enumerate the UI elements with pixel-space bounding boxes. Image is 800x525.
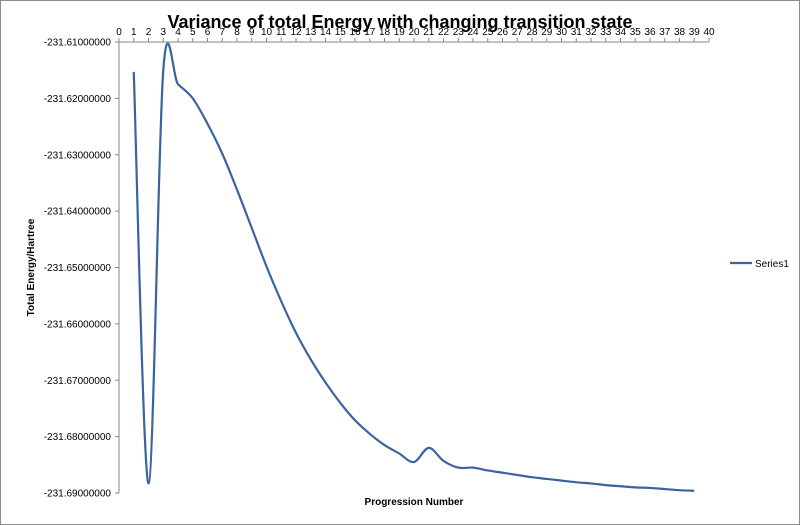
x-tick-label: 7 — [219, 27, 225, 38]
y-tick-label: -231.69000000 — [44, 489, 112, 500]
series-layer — [132, 42, 695, 492]
y-tick-label: -231.68000000 — [44, 432, 112, 443]
x-tick-label: 39 — [689, 27, 701, 38]
x-tick-label: 14 — [320, 27, 332, 38]
x-tick-label: 23 — [453, 27, 465, 38]
x-tick-label: 28 — [526, 27, 538, 38]
x-axis-title: Progression Number — [365, 497, 464, 508]
x-tick-label: 6 — [205, 27, 211, 38]
x-tick-label: 3 — [160, 27, 166, 38]
x-tick-label: 38 — [674, 27, 686, 38]
x-tick-label: 15 — [335, 27, 347, 38]
y-tick-label: -231.62000000 — [44, 94, 112, 105]
x-tick-label: 31 — [571, 27, 583, 38]
y-tick-label: -231.65000000 — [44, 263, 112, 274]
legend-label-series1: Series1 — [755, 259, 789, 270]
y-tick-label: -231.63000000 — [44, 150, 112, 161]
x-tick-label: 35 — [630, 27, 642, 38]
x-tick-label: 4 — [175, 27, 181, 38]
x-tick-label: 11 — [276, 27, 287, 38]
x-tick-label: 12 — [290, 27, 302, 38]
y-tick-label: -231.61000000 — [44, 38, 112, 49]
y-axis: -231.61000000 -231.62000000 -231.63000000 -… — [44, 38, 120, 500]
x-tick-label: 2 — [146, 27, 152, 38]
x-tick-label: 32 — [585, 27, 597, 38]
x-tick-label: 36 — [644, 27, 656, 38]
x-tick-label: 5 — [190, 27, 196, 38]
x-tick-label: 18 — [379, 27, 391, 38]
x-tick-label: 22 — [438, 27, 450, 38]
y-tick-label: -231.64000000 — [44, 207, 112, 218]
x-tick-label: 13 — [305, 27, 317, 38]
x-tick-label: 33 — [600, 27, 612, 38]
series-line-series1 — [132, 42, 695, 492]
x-tick-label: 17 — [364, 27, 376, 38]
x-tick-label: 24 — [467, 27, 479, 38]
x-tick-label: 29 — [541, 27, 553, 38]
y-tick-label: -231.66000000 — [44, 319, 112, 330]
x-tick-label: 0 — [116, 27, 122, 38]
x-tick-label: 30 — [556, 27, 568, 38]
x-tick-label: 37 — [659, 27, 671, 38]
y-tick-label: -231.67000000 — [44, 376, 112, 387]
x-axis: 0 1 2 3 4 5 6 7 8 9 10 11 12 13 14 15 16 17 18 19 20 21 22 23 24… — [116, 27, 715, 43]
x-tick-label: 16 — [349, 27, 361, 38]
x-tick-label: 20 — [408, 27, 420, 38]
x-tick-label: 25 — [482, 27, 494, 38]
x-tick-label: 1 — [131, 27, 137, 38]
legend: Series1 — [730, 259, 789, 270]
y-axis-title: Total Energy/Hartree — [26, 218, 37, 316]
x-tick-label: 40 — [703, 27, 715, 38]
x-tick-label: 26 — [497, 27, 509, 38]
x-tick-label: 21 — [423, 27, 435, 38]
x-tick-label: 10 — [261, 27, 273, 38]
x-tick-label: 8 — [234, 27, 240, 38]
chart-title: Variance of total Energy with changing t… — [167, 12, 633, 32]
x-tick-label: 27 — [512, 27, 524, 38]
x-tick-label: 34 — [615, 27, 627, 38]
x-tick-label: 19 — [394, 27, 406, 38]
x-tick-label: 9 — [249, 27, 255, 38]
